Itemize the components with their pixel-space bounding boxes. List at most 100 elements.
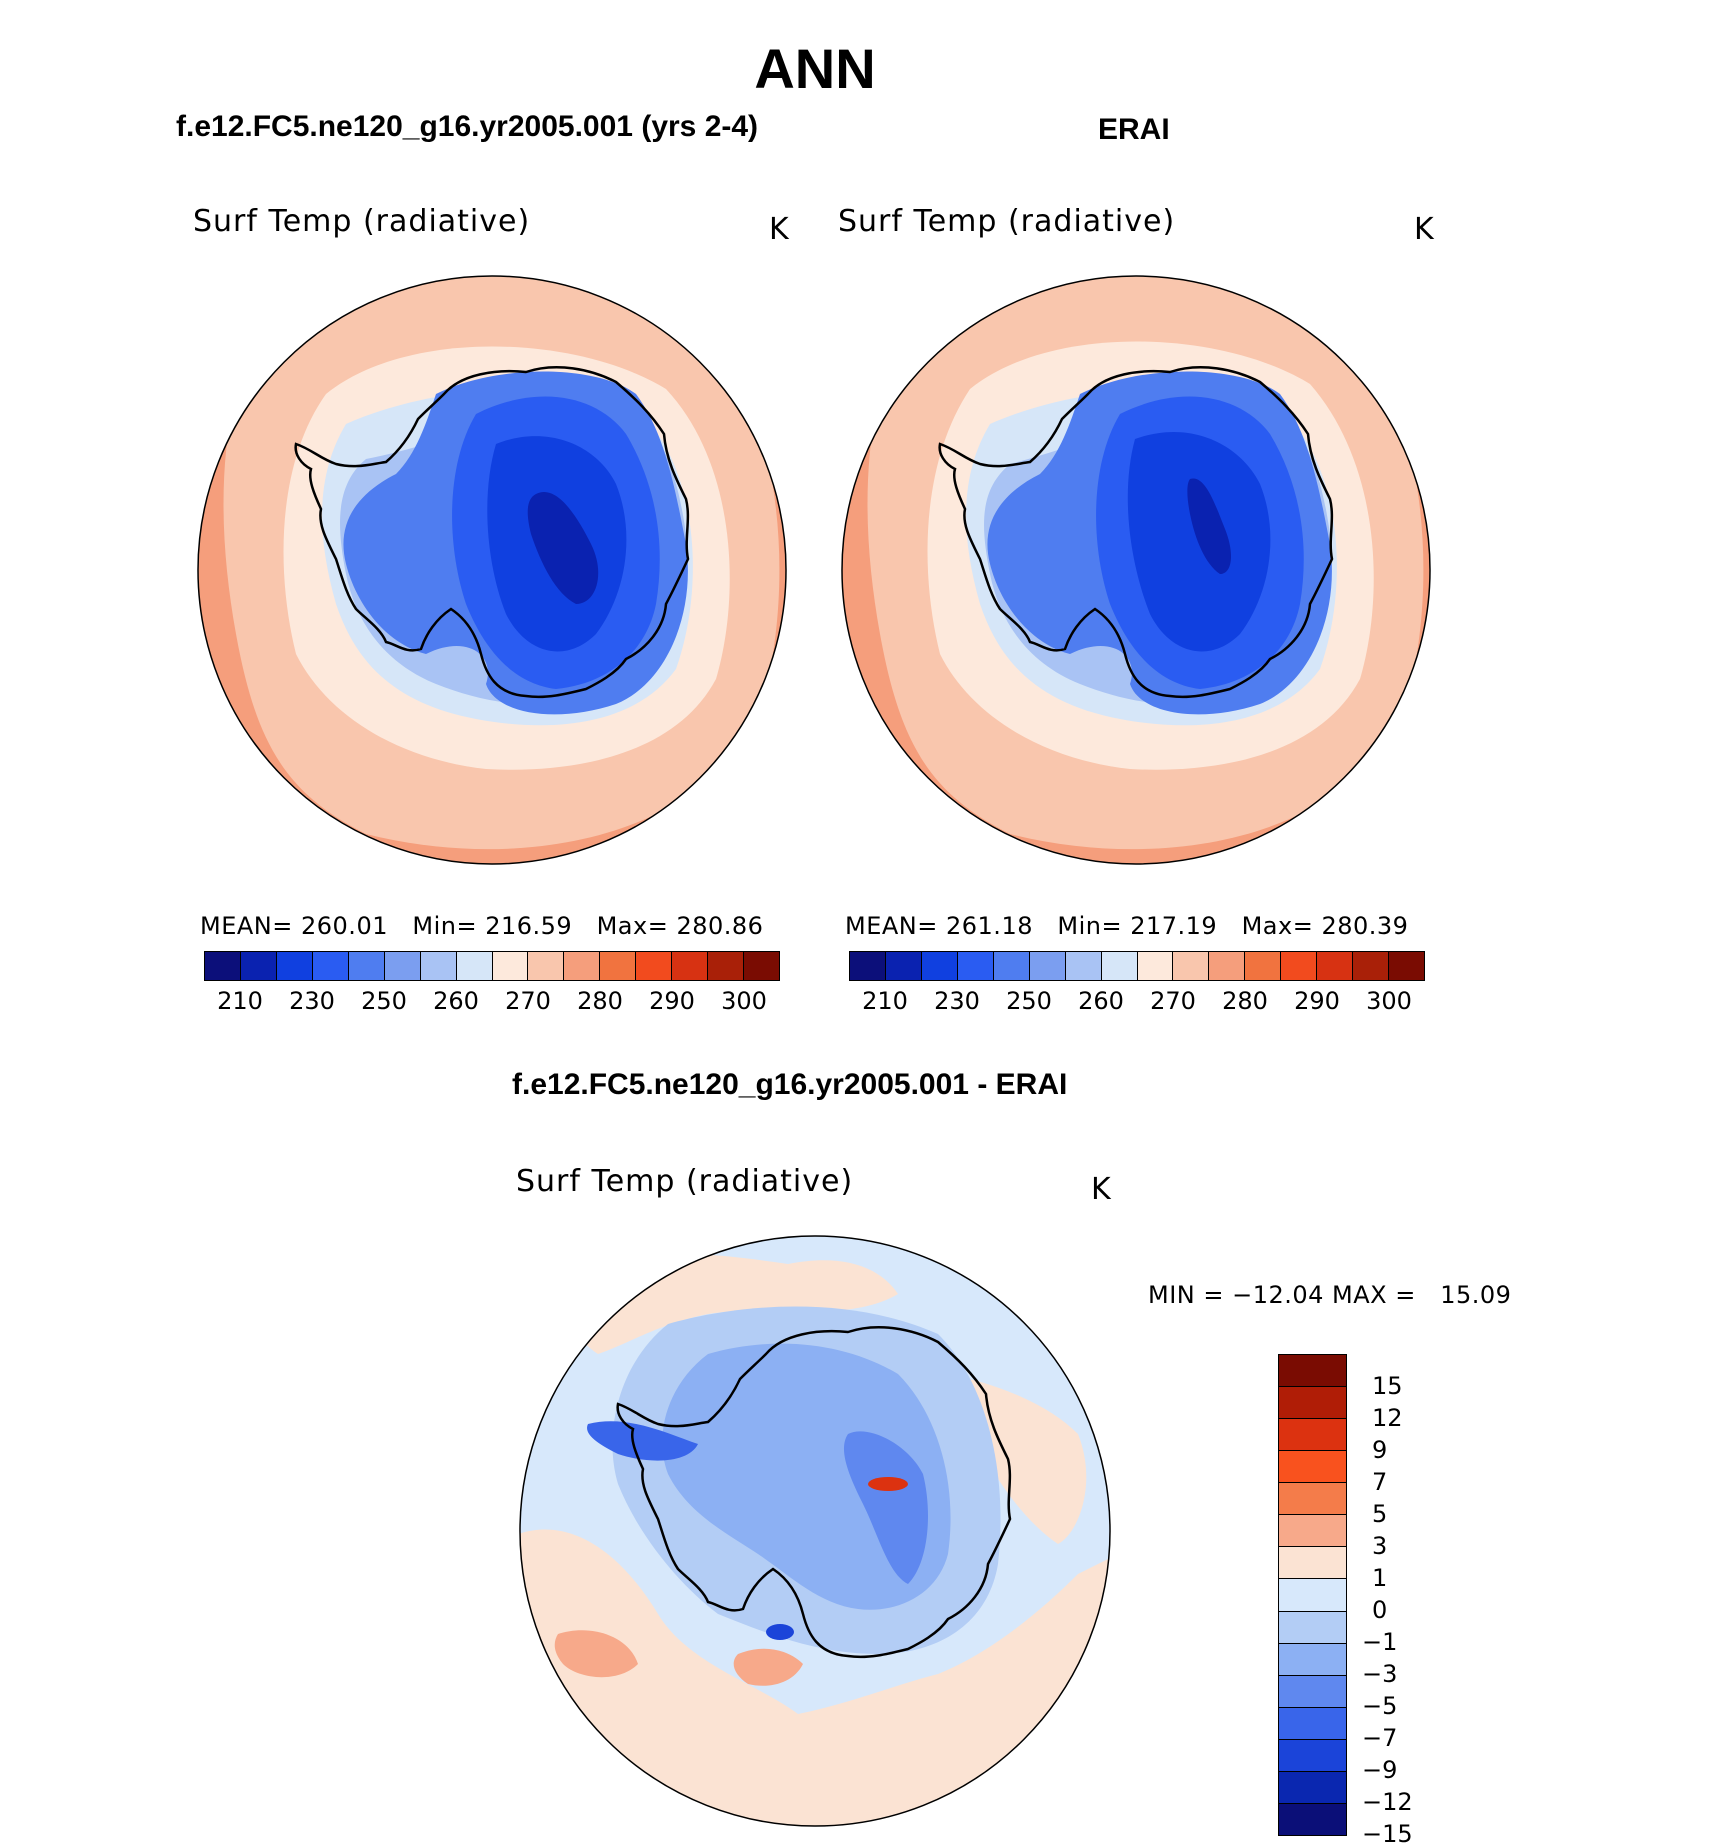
left-colorbar-ticks: 210 230 250 260 270 280 290 300 — [204, 981, 780, 1015]
colorbar-swatch — [600, 952, 637, 980]
colorbar-tick-label: 300 — [1366, 987, 1412, 1015]
colorbar-swatch — [312, 952, 349, 980]
colorbar-swatch — [384, 952, 421, 980]
diff-colorbar-label: −1 — [1362, 1628, 1398, 1656]
right-mean-value: 261.18 — [946, 912, 1033, 940]
colorbar-swatch — [1281, 952, 1318, 980]
diff-field-pos3-a — [733, 1648, 803, 1686]
colorbar-tick-label: 290 — [1294, 987, 1340, 1015]
colorbar-tick-label: 300 — [721, 987, 767, 1015]
colorbar-swatch — [921, 952, 958, 980]
colorbar-swatch — [1137, 952, 1174, 980]
left-min-value: 216.59 — [485, 912, 573, 940]
colorbar-tick-label: 260 — [433, 987, 479, 1015]
left-mean-label: MEAN= — [200, 912, 293, 940]
diff-colorbar — [1278, 1354, 1347, 1838]
diff-field-neg7 — [843, 1431, 928, 1584]
diff-field-neg9 — [587, 1421, 698, 1461]
diff-colorbar-swatch — [1279, 1515, 1346, 1548]
diff-colorbar-label: 5 — [1372, 1500, 1388, 1528]
right-max-label: Max= — [1241, 912, 1314, 940]
diff-colorbar-label: 12 — [1372, 1404, 1403, 1432]
right-panel-case-title: ERAI — [1098, 113, 1170, 146]
diff-colorbar-label: −5 — [1362, 1692, 1398, 1720]
colorbar-swatch — [492, 952, 529, 980]
colorbar-swatch — [1173, 952, 1210, 980]
diff-colorbar-swatch — [1279, 1355, 1346, 1388]
colorbar-tick-label: 250 — [361, 987, 407, 1015]
diff-colorbar-swatch — [1279, 1643, 1346, 1676]
diff-colorbar-label: 9 — [1372, 1436, 1388, 1464]
left-field-min — [527, 492, 599, 604]
colorbar-tick-label: 290 — [649, 987, 695, 1015]
left-variable-label: Surf Temp (radiative) — [193, 204, 531, 239]
diff-colorbar-swatch — [1279, 1451, 1346, 1484]
colorbar-swatch — [708, 952, 745, 980]
left-polar-map — [197, 275, 787, 865]
right-min-value: 217.19 — [1130, 912, 1218, 940]
colorbar-swatch — [564, 952, 601, 980]
colorbar-tick-label: 210 — [217, 987, 263, 1015]
colorbar-tick-label: 210 — [862, 987, 908, 1015]
diff-colorbar-swatch — [1279, 1483, 1346, 1516]
colorbar-tick-label: 260 — [1078, 987, 1124, 1015]
left-colorbar-swatches — [204, 951, 780, 981]
diff-colorbar-swatch — [1279, 1611, 1346, 1644]
right-field-min — [1187, 478, 1232, 574]
colorbar-swatch — [957, 952, 994, 980]
colorbar-tick-label: 270 — [505, 987, 551, 1015]
right-mean-label: MEAN= — [845, 912, 938, 940]
diff-colorbar-label: 15 — [1372, 1372, 1403, 1400]
left-min-label: Min= — [412, 912, 478, 940]
colorbar-tick-label: 280 — [577, 987, 623, 1015]
colorbar-swatch — [850, 952, 886, 980]
diff-colorbar-label: −15 — [1362, 1820, 1413, 1848]
colorbar-swatch — [456, 952, 493, 980]
left-max-value: 280.86 — [676, 912, 764, 940]
diff-units-label: K — [1091, 1172, 1111, 1207]
diff-field-neg-hotspot — [766, 1624, 794, 1640]
diff-field-pos-hotspot — [868, 1477, 908, 1491]
right-units-label: K — [1414, 212, 1434, 247]
diff-minmax: MIN = −12.04 MAX = 15.09 — [1148, 1281, 1512, 1309]
left-map-border — [197, 275, 787, 865]
colorbar-swatch — [1029, 952, 1066, 980]
left-colorbar: 210 230 250 260 270 280 290 300 — [204, 951, 780, 1015]
colorbar-tick-label: 250 — [1006, 987, 1052, 1015]
diff-colorbar-swatch — [1279, 1579, 1346, 1612]
diff-colorbar-labels: 15 12 9 7 5 3 1 0 −1 −3 −5 −7 −9 −12 −15 — [1362, 1354, 1482, 1848]
left-mean-value: 260.01 — [301, 912, 388, 940]
colorbar-swatch — [1209, 952, 1246, 980]
diff-colorbar-swatch — [1279, 1739, 1346, 1772]
colorbar-swatch — [672, 952, 709, 980]
diff-colorbar-swatch — [1279, 1547, 1346, 1580]
left-stats: MEAN= 260.01 Min= 216.59 Max= 280.86 — [200, 912, 763, 940]
diff-colorbar-swatches — [1278, 1354, 1347, 1836]
colorbar-tick-label: 230 — [934, 987, 980, 1015]
diff-colorbar-swatch — [1279, 1419, 1346, 1452]
colorbar-tick-label: 230 — [289, 987, 335, 1015]
colorbar-swatch — [993, 952, 1030, 980]
colorbar-swatch — [240, 952, 277, 980]
diff-colorbar-label: −12 — [1362, 1788, 1413, 1816]
colorbar-swatch — [885, 952, 922, 980]
right-variable-label: Surf Temp (radiative) — [838, 204, 1176, 239]
colorbar-swatch — [420, 952, 457, 980]
colorbar-swatch — [1317, 952, 1354, 980]
colorbar-swatch — [528, 952, 565, 980]
left-units-label: K — [769, 212, 789, 247]
right-colorbar-ticks: 210 230 250 260 270 280 290 300 — [849, 981, 1425, 1015]
left-antarctica-coastline — [294, 366, 690, 699]
diff-colorbar-label: −7 — [1362, 1724, 1398, 1752]
left-max-label: Max= — [596, 912, 669, 940]
diff-colorbar-label: −9 — [1362, 1756, 1398, 1784]
diff-variable-label: Surf Temp (radiative) — [516, 1164, 854, 1199]
right-stats: MEAN= 261.18 Min= 217.19 Max= 280.39 — [845, 912, 1408, 940]
diff-map-border — [519, 1235, 1111, 1827]
right-polar-map — [841, 275, 1431, 865]
diff-colorbar-swatch — [1279, 1771, 1346, 1804]
diff-field-pos-south — [520, 1529, 1110, 1826]
diff-colorbar-swatch — [1279, 1803, 1346, 1835]
diff-colorbar-swatch — [1279, 1707, 1346, 1740]
diff-field-neg5 — [662, 1343, 951, 1610]
